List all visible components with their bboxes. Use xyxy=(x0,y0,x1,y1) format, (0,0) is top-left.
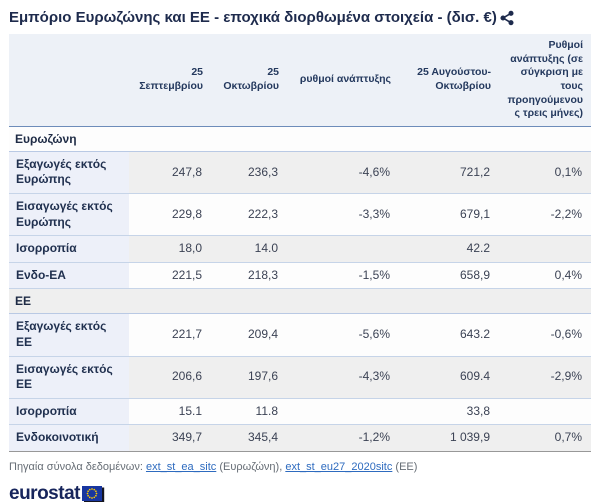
eurostat-logo: eurostat xyxy=(9,484,591,503)
value-cell: 658,9 xyxy=(399,262,499,290)
column-header-empty xyxy=(9,34,129,127)
source-line: Πηγαία σύνολα δεδομένων: ext_st_ea_sitc … xyxy=(9,461,591,473)
value-cell: -1,5% xyxy=(287,262,399,290)
value-cell: -1,2% xyxy=(287,424,399,452)
value-cell: 0,1% xyxy=(499,151,591,195)
table-row: Ενδοκοινοτική 349,7 345,4 -1,2% 1 039,9 0,7% xyxy=(9,424,591,452)
eurostat-widget: Εμπόριο Ευρωζώνης και ΕΕ - εποχικά διορθ… xyxy=(9,6,591,503)
column-header-growth: ρυθμοί ανάπτυξης xyxy=(287,34,399,127)
value-cell: 345,4 xyxy=(211,424,287,452)
value-cell: -4,6% xyxy=(287,151,399,195)
row-label: Εισαγωγές εκτός ΕΕ xyxy=(9,356,129,399)
value-cell: 18,0 xyxy=(129,235,211,263)
value-cell: 247,8 xyxy=(129,151,211,195)
value-cell: 15.1 xyxy=(129,398,211,426)
value-cell: 0,7% xyxy=(499,424,591,452)
row-label: Ενδο-ΕΑ xyxy=(9,262,129,290)
eurostat-logo-text: eurostat xyxy=(9,482,80,504)
dataset-link-ea[interactable]: ext_st_ea_sitc xyxy=(145,460,217,473)
value-cell: 643.2 xyxy=(399,313,499,357)
value-cell: -4,3% xyxy=(287,356,399,399)
value-cell: 209,4 xyxy=(211,313,287,357)
value-cell: 42.2 xyxy=(399,235,499,263)
table-body: Ευρωζώνη Εξαγωγές εκτός Ευρώπης 247,8 236,3… xyxy=(9,125,591,452)
share-icon xyxy=(499,10,515,26)
value-cell: -2,9% xyxy=(499,356,591,399)
table-row: Εξαγωγές εκτός Ευρώπης 247,8 236,3 -4,6% 721… xyxy=(9,151,591,195)
column-header-oct25: 25 Οκτωβρίου xyxy=(211,34,287,127)
row-label: Εισαγωγές εκτός Ευρώπης xyxy=(9,193,129,237)
value-cell: 206,6 xyxy=(129,356,211,399)
table-header: 25 Σεπτεμβρίου 25 Οκτωβρίου ρυθμοί ανάπτ… xyxy=(9,34,591,127)
row-label: Ισορροπία xyxy=(9,235,129,263)
table-row: Ενδο-ΕΑ 221,5 218,3 -1,5% 658,9 0,4% xyxy=(9,262,591,290)
value-cell: 229,8 xyxy=(129,193,211,237)
table-row: Ισορροπία 18,0 14.0 42.2 xyxy=(9,235,591,263)
eu-flag-icon xyxy=(81,486,105,503)
row-label: Εξαγωγές εκτός ΕΕ xyxy=(9,313,129,357)
value-cell: 1 039,9 xyxy=(399,424,499,452)
source-suffix: (ΕΕ) xyxy=(395,460,418,473)
value-cell xyxy=(499,235,591,263)
value-cell: 221,7 xyxy=(129,313,211,357)
value-cell: 609.4 xyxy=(399,356,499,399)
value-cell: 218,3 xyxy=(211,262,287,290)
column-header-growth-3m: Ρυθμοί ανάπτυξης (σε σύγκριση με τους πρ… xyxy=(499,34,591,127)
value-cell: 349,7 xyxy=(129,424,211,452)
section-row: Ευρωζώνη xyxy=(9,125,591,152)
table-row: Εξαγωγές εκτός ΕΕ 221,7 209,4 -5,6% 643.2 -0,… xyxy=(9,313,591,357)
value-cell: 679,1 xyxy=(399,193,499,237)
value-cell xyxy=(287,398,399,426)
value-cell: 11.8 xyxy=(211,398,287,426)
row-label: Ισορροπία xyxy=(9,398,129,426)
value-cell: -2,2% xyxy=(499,193,591,237)
value-cell: 0,4% xyxy=(499,262,591,290)
value-cell: 197,6 xyxy=(211,356,287,399)
section-label: ΕΕ xyxy=(9,288,591,315)
value-cell: -0,6% xyxy=(499,313,591,357)
page-title: Εμπόριο Ευρωζώνης και ΕΕ - εποχικά διορθ… xyxy=(9,9,497,26)
value-cell: 14.0 xyxy=(211,235,287,263)
title-row: Εμπόριο Ευρωζώνης και ΕΕ - εποχικά διορθ… xyxy=(9,6,591,34)
share-button[interactable] xyxy=(499,10,515,26)
value-cell: 33,8 xyxy=(399,398,499,426)
value-cell: 221,5 xyxy=(129,262,211,290)
value-cell xyxy=(287,235,399,263)
source-mid: (Ευρωζώνη), xyxy=(219,460,283,473)
source-prefix: Πηγαία σύνολα δεδομένων: xyxy=(9,460,143,473)
section-row: ΕΕ xyxy=(9,288,591,315)
table-row: Ισορροπία 15.1 11.8 33,8 xyxy=(9,398,591,426)
value-cell: -5,6% xyxy=(287,313,399,357)
column-header-augoct25: 25 Αυγούστου-Οκτωβρίου xyxy=(399,34,499,127)
value-cell: 721,2 xyxy=(399,151,499,195)
value-cell: 222,3 xyxy=(211,193,287,237)
column-header-sep25: 25 Σεπτεμβρίου xyxy=(129,34,211,127)
row-label: Ενδοκοινοτική xyxy=(9,424,129,452)
table-row: Εισαγωγές εκτός Ευρώπης 229,8 222,3 -3,3% 67… xyxy=(9,193,591,237)
value-cell xyxy=(499,398,591,426)
dataset-link-eu27[interactable]: ext_st_eu27_2020sitc xyxy=(285,460,393,473)
row-label: Εξαγωγές εκτός Ευρώπης xyxy=(9,151,129,195)
value-cell: 236,3 xyxy=(211,151,287,195)
table-row: Εισαγωγές εκτός ΕΕ 206,6 197,6 -4,3% 609.4 -2… xyxy=(9,356,591,399)
trade-data-table: 25 Σεπτεμβρίου 25 Οκτωβρίου ρυθμοί ανάπτ… xyxy=(9,34,591,452)
value-cell: -3,3% xyxy=(287,193,399,237)
section-label: Ευρωζώνη xyxy=(9,125,591,152)
